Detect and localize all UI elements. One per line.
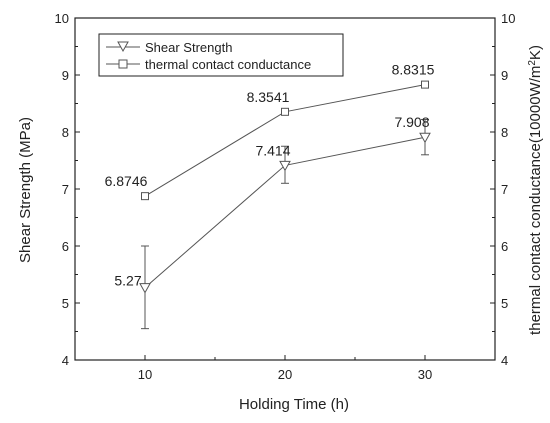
data-point-shear-strength xyxy=(139,283,151,294)
y-tick-label-right: 4 xyxy=(501,353,508,368)
y-tick-label-left: 8 xyxy=(62,125,69,140)
y-tick-label-left: 5 xyxy=(62,296,69,311)
data-label-thermal-contact-conductance: 8.3541 xyxy=(247,89,290,105)
legend-label-thermal-contact-conductance: thermal contact conductance xyxy=(145,57,311,72)
y-axis-title-left: Shear Strength (MPa) xyxy=(17,117,34,263)
y-tick-label-right: 8 xyxy=(501,125,508,140)
y-tick-label-left: 4 xyxy=(62,353,69,368)
data-point-thermal-contact-conductance xyxy=(141,192,149,201)
x-tick-label: 30 xyxy=(418,367,432,382)
legend-item-shear-strength: Shear Strength xyxy=(106,40,232,55)
left-axis-ticks: 4 5 6 7 8 9 10 xyxy=(55,11,80,368)
y-tick-label-left: 6 xyxy=(62,239,69,254)
legend-item-thermal-contact-conductance: thermal contact conductance xyxy=(106,57,311,72)
data-point-thermal-contact-conductance xyxy=(421,80,429,89)
data-label-shear-strength: 5.27 xyxy=(114,273,141,289)
data-label-shear-strength: 7.908 xyxy=(394,114,429,130)
y-axis-title-right-part: thermal contact conductance(10000W/m xyxy=(527,66,544,335)
triangle-down-marker-icon xyxy=(117,41,129,53)
y-axis-title-right-superscript: 2 xyxy=(527,60,538,66)
y-tick-label-right: 5 xyxy=(501,296,508,311)
x-axis-title: Holding Time (h) xyxy=(239,396,349,413)
y-tick-label-right: 6 xyxy=(501,239,508,254)
data-label-thermal-contact-conductance: 6.8746 xyxy=(105,173,148,189)
x-tick-label: 10 xyxy=(138,367,152,382)
y-axis-title-right-part: K) xyxy=(527,45,544,60)
y-tick-label-right: 7 xyxy=(501,182,508,197)
y-tick-label-right: 10 xyxy=(501,11,515,26)
legend-label-shear-strength: Shear Strength xyxy=(145,40,232,55)
y-tick-label-left: 9 xyxy=(62,68,69,83)
data-point-shear-strength xyxy=(419,132,431,144)
legend: Shear Strength thermal contact conductan… xyxy=(98,33,344,77)
y-tick-label-left: 7 xyxy=(62,182,69,197)
x-axis-ticks: 10 20 30 xyxy=(138,355,432,382)
data-label-thermal-contact-conductance: 8.8315 xyxy=(392,62,435,78)
y-tick-label-left: 10 xyxy=(55,11,69,26)
x-tick-label: 20 xyxy=(278,367,292,382)
y-axis-title-right: thermal contact conductance(10000W/m2K) xyxy=(527,45,545,335)
data-labels: 5.27 7.414 7.908 6.8746 8.3541 8.8315 xyxy=(105,62,435,289)
right-axis-ticks: 4 5 6 7 8 9 10 xyxy=(490,11,515,368)
y-tick-label-right: 9 xyxy=(501,68,508,83)
data-point-shear-strength xyxy=(279,160,291,172)
data-point-thermal-contact-conductance xyxy=(281,107,289,116)
series-layer xyxy=(139,80,431,330)
square-marker-icon xyxy=(118,59,128,69)
legend-box xyxy=(98,33,344,77)
data-label-shear-strength: 7.414 xyxy=(255,142,290,158)
